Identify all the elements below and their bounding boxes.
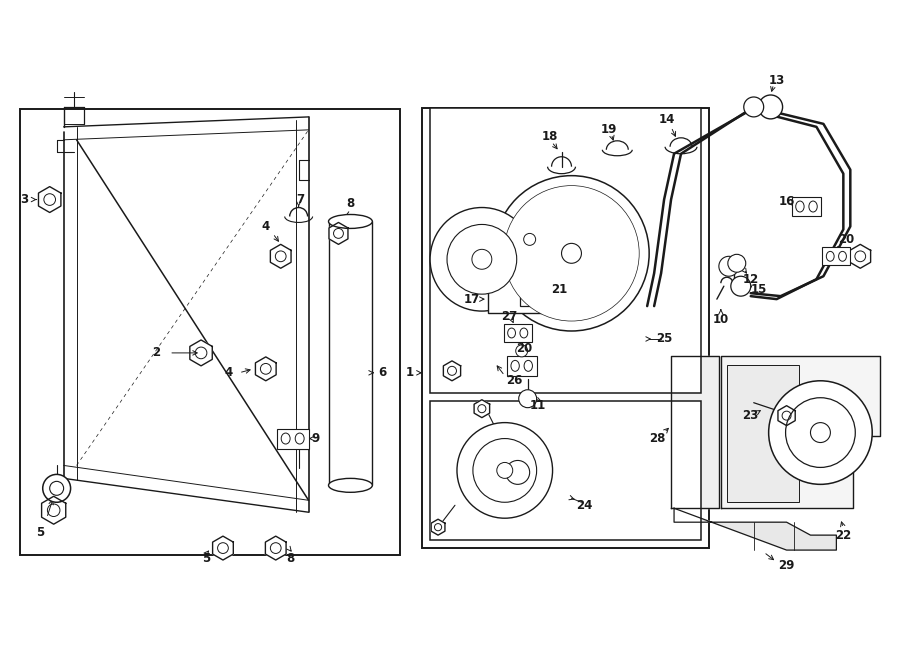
Circle shape — [504, 186, 639, 321]
Circle shape — [472, 438, 536, 502]
Text: 20: 20 — [517, 342, 533, 356]
Polygon shape — [671, 356, 719, 508]
Bar — [430, 401, 701, 540]
Bar — [430, 108, 701, 393]
Polygon shape — [266, 536, 286, 560]
Bar — [20, 109, 400, 555]
Polygon shape — [212, 536, 233, 560]
Polygon shape — [270, 245, 291, 268]
Text: 19: 19 — [601, 124, 617, 136]
Text: 18: 18 — [542, 130, 558, 143]
Circle shape — [447, 225, 517, 294]
Text: 26: 26 — [507, 374, 523, 387]
Text: 17: 17 — [464, 293, 480, 305]
Text: 6: 6 — [378, 366, 386, 379]
Ellipse shape — [328, 214, 373, 229]
Polygon shape — [431, 519, 445, 535]
Bar — [276, 428, 309, 449]
Circle shape — [497, 463, 513, 479]
Bar — [519, 261, 554, 306]
Text: 8: 8 — [286, 551, 295, 564]
Text: 9: 9 — [311, 432, 320, 445]
Circle shape — [786, 398, 855, 467]
Text: 4: 4 — [262, 220, 270, 233]
Text: 5: 5 — [202, 551, 211, 564]
Text: 24: 24 — [576, 499, 592, 512]
Polygon shape — [444, 361, 461, 381]
Text: 2: 2 — [152, 346, 160, 360]
Circle shape — [430, 208, 534, 311]
Circle shape — [472, 249, 491, 269]
Circle shape — [524, 233, 536, 245]
Bar — [823, 247, 850, 265]
Text: 23: 23 — [742, 409, 759, 422]
Circle shape — [811, 422, 831, 442]
Text: 20: 20 — [838, 233, 854, 246]
Text: 29: 29 — [778, 559, 795, 572]
Circle shape — [494, 176, 649, 331]
Text: 5: 5 — [36, 525, 44, 539]
Bar — [422, 108, 709, 548]
Text: 7: 7 — [297, 193, 305, 206]
Circle shape — [457, 422, 553, 518]
Bar — [488, 278, 550, 313]
Circle shape — [769, 381, 872, 485]
Text: 10: 10 — [713, 313, 729, 326]
Text: 8: 8 — [346, 197, 355, 210]
Text: 22: 22 — [835, 529, 851, 541]
Text: 1: 1 — [406, 366, 414, 379]
Polygon shape — [674, 508, 836, 550]
Circle shape — [506, 461, 530, 485]
Text: 15: 15 — [751, 283, 767, 295]
Polygon shape — [778, 406, 796, 426]
Text: 28: 28 — [649, 432, 665, 445]
Polygon shape — [41, 496, 66, 524]
Circle shape — [731, 276, 751, 296]
Text: 25: 25 — [656, 332, 672, 346]
Polygon shape — [190, 340, 212, 366]
Circle shape — [743, 97, 764, 117]
Text: 11: 11 — [529, 399, 545, 412]
Text: 21: 21 — [552, 283, 568, 295]
Polygon shape — [256, 357, 276, 381]
Bar — [328, 221, 373, 485]
Text: 16: 16 — [778, 195, 795, 208]
Text: 14: 14 — [659, 114, 675, 126]
Ellipse shape — [328, 479, 373, 492]
Circle shape — [562, 243, 581, 263]
Circle shape — [518, 390, 536, 408]
Bar — [504, 324, 532, 342]
Circle shape — [759, 95, 783, 119]
Circle shape — [728, 254, 746, 272]
Bar — [792, 196, 822, 217]
Circle shape — [719, 256, 739, 276]
Circle shape — [517, 198, 626, 308]
Polygon shape — [329, 223, 348, 245]
Circle shape — [50, 481, 64, 495]
Polygon shape — [721, 356, 880, 508]
Text: 12: 12 — [742, 273, 759, 286]
Bar — [727, 365, 798, 502]
Polygon shape — [474, 400, 490, 418]
Text: 4: 4 — [225, 366, 233, 379]
Text: 13: 13 — [769, 73, 785, 87]
Text: 3: 3 — [20, 193, 28, 206]
Circle shape — [42, 475, 70, 502]
Bar — [507, 356, 536, 376]
Circle shape — [516, 345, 527, 357]
Text: 27: 27 — [501, 309, 518, 323]
Polygon shape — [39, 186, 61, 212]
Polygon shape — [850, 245, 870, 268]
